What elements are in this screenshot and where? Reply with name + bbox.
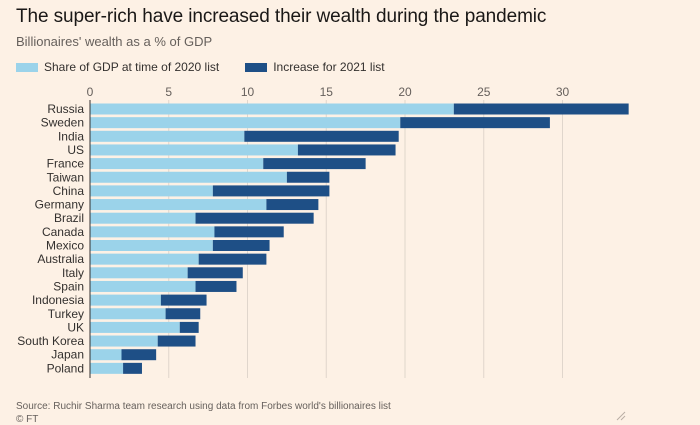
bar-2021-increase bbox=[212, 240, 270, 251]
bar-2020-share bbox=[90, 253, 199, 265]
chart-title: The super-rich have increased their weal… bbox=[16, 6, 547, 27]
y-category-label: Germany bbox=[35, 198, 84, 212]
bar-2021-increase bbox=[286, 171, 330, 183]
chart-subtitle: Billionaires' wealth as a % of GDP bbox=[16, 34, 213, 49]
bar-2020-share bbox=[90, 158, 264, 170]
bar-2021-increase bbox=[179, 321, 199, 333]
x-tick-label: 20 bbox=[398, 85, 412, 99]
bar-chart: 0 5 10 15 20 25 30 RussiaSwedenIndiaUSFranceTai… bbox=[17, 85, 629, 378]
bar-2021-increase bbox=[263, 158, 366, 170]
legend: Share of GDP at time of 2020 list Increa… bbox=[16, 60, 411, 74]
legend-label-2020-share: Share of GDP at time of 2020 list bbox=[44, 60, 220, 74]
bar-2020-share bbox=[90, 171, 287, 183]
y-category-label: Russia bbox=[47, 102, 84, 116]
y-category-label: Taiwan bbox=[47, 170, 84, 184]
legend-swatch-2021-increase bbox=[245, 62, 268, 72]
bar-2020-share bbox=[90, 294, 161, 306]
bar-2020-share bbox=[90, 267, 188, 279]
bar-2020-share bbox=[90, 240, 213, 251]
bar-2020-share bbox=[90, 103, 454, 115]
x-tick-label: 15 bbox=[320, 85, 334, 99]
bar-2020-share bbox=[90, 199, 267, 211]
y-category-label: Turkey bbox=[48, 307, 84, 321]
bar-2021-increase bbox=[453, 103, 629, 115]
y-category-label: Spain bbox=[53, 279, 84, 293]
bar-2021-increase bbox=[198, 253, 267, 265]
bar-2021-increase bbox=[400, 117, 550, 129]
y-category-label: Italy bbox=[62, 266, 84, 280]
x-tick-label: 0 bbox=[87, 85, 94, 99]
bar-2021-increase bbox=[121, 349, 157, 361]
legend-label-2021-increase: Increase for 2021 list bbox=[273, 60, 385, 74]
bar-2021-increase bbox=[244, 130, 399, 142]
y-category-label: Mexico bbox=[46, 239, 84, 253]
legend-item-2020-share: Share of GDP at time of 2020 list bbox=[16, 60, 219, 74]
y-category-label: US bbox=[67, 143, 84, 157]
y-category-label: Australia bbox=[37, 252, 84, 266]
bar-2021-increase bbox=[266, 199, 319, 211]
resize-handle-icon[interactable] bbox=[614, 409, 626, 421]
y-category-label: Indonesia bbox=[32, 293, 84, 307]
y-category-label: UK bbox=[67, 320, 84, 334]
bar-2020-share bbox=[90, 117, 401, 129]
x-tick-label: 30 bbox=[556, 85, 570, 99]
bar-2021-increase bbox=[214, 226, 284, 238]
bar-2020-share bbox=[90, 362, 124, 374]
bar-2020-share bbox=[90, 308, 166, 320]
y-category-label: Japan bbox=[51, 348, 84, 362]
x-tick-label: 10 bbox=[241, 85, 255, 99]
bar-2020-share bbox=[90, 226, 215, 238]
bar-2021-increase bbox=[195, 212, 314, 224]
bar-2021-increase bbox=[212, 185, 330, 197]
bar-2020-share bbox=[90, 280, 196, 292]
y-category-label: Brazil bbox=[54, 211, 84, 225]
bar-2020-share bbox=[90, 335, 158, 347]
bar-2021-increase bbox=[157, 335, 196, 347]
bar-2021-increase bbox=[123, 362, 142, 374]
bar-2020-share bbox=[90, 185, 213, 197]
bar-2020-share bbox=[90, 130, 245, 142]
y-category-label: Sweden bbox=[41, 116, 84, 130]
bar-2020-share bbox=[90, 349, 122, 361]
bar-2021-increase bbox=[160, 294, 207, 306]
bar-2020-share bbox=[90, 144, 298, 156]
legend-item-2021-increase: Increase for 2021 list bbox=[245, 60, 385, 74]
y-category-label: South Korea bbox=[17, 334, 84, 348]
credit-note: © FT bbox=[16, 414, 39, 425]
source-note: Source: Ruchir Sharma team research usin… bbox=[16, 401, 391, 412]
legend-swatch-2020-share bbox=[16, 62, 38, 72]
y-category-label: France bbox=[47, 157, 85, 171]
y-category-label: China bbox=[53, 184, 85, 198]
y-category-label: Canada bbox=[42, 225, 84, 239]
y-category-label: Poland bbox=[47, 361, 84, 375]
bar-2020-share bbox=[90, 212, 196, 224]
bar-2021-increase bbox=[195, 280, 237, 292]
x-tick-label: 25 bbox=[477, 85, 491, 99]
y-category-label: India bbox=[58, 129, 84, 143]
bar-2021-increase bbox=[297, 144, 396, 156]
bar-2020-share bbox=[90, 321, 180, 333]
bar-2021-increase bbox=[187, 267, 243, 279]
x-tick-label: 5 bbox=[165, 85, 172, 99]
bar-2021-increase bbox=[165, 308, 201, 320]
